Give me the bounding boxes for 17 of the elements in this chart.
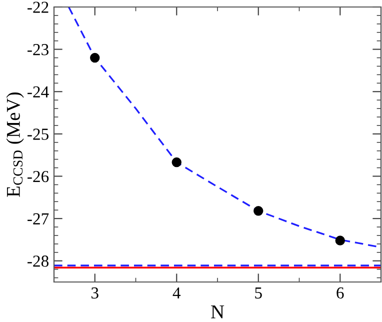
point [172, 157, 182, 168]
x-axis-title: N [211, 306, 224, 318]
x-tick-label: 4 [172, 287, 181, 298]
x-tick-label: 3 [92, 287, 98, 299]
y-tick-label: -23 [28, 44, 48, 56]
x-tick-label: 6 [336, 287, 344, 299]
y-tick-label: -27 [28, 213, 49, 224]
x-tick-label: 5 [255, 288, 262, 299]
y-axis-title: E$_{CCSD}$ (MeV) [6, 92, 24, 197]
y-tick-label: -25 [28, 128, 48, 140]
y-tick-label: -28 [28, 256, 49, 267]
point [90, 52, 100, 63]
y-tick-label: -22 [28, 2, 48, 13]
y-tick-label: -24 [28, 86, 49, 98]
y-tick-label: -26 [28, 170, 49, 182]
point [254, 206, 264, 216]
point [335, 236, 345, 246]
